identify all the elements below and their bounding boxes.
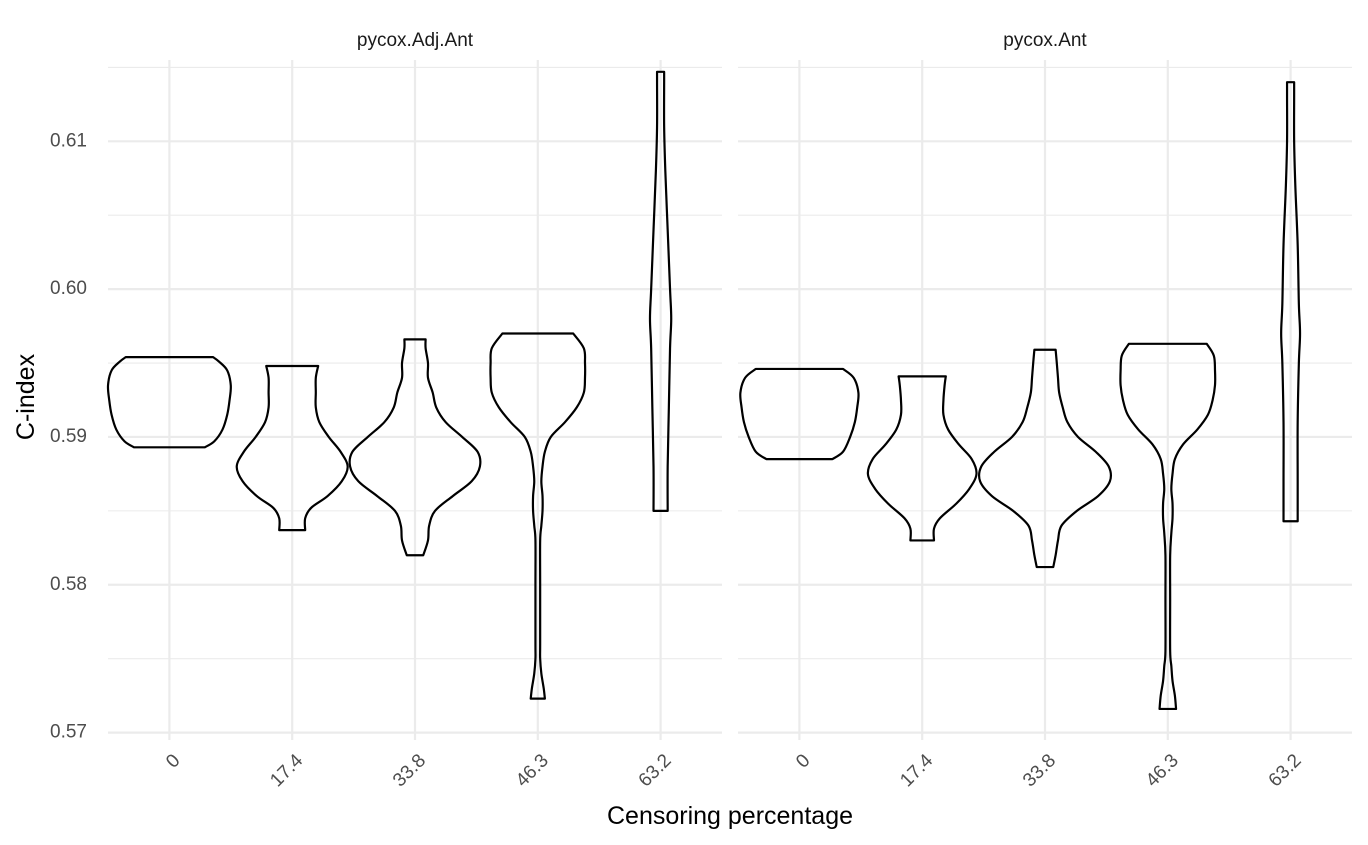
x-tick-label: 17.4 (896, 750, 937, 791)
x-tick-label: 0 (162, 750, 184, 772)
axis-labels: pycox.Adj.Ant 0 17.4 33.8 46.3 63.2 pycox.Ant 0… (50, 30, 1306, 791)
panel-title: pycox.Ant (1003, 30, 1087, 51)
y-tick-label: 0.60 (50, 278, 87, 299)
x-tick-label: 46.3 (1142, 750, 1183, 791)
y-tick-label: 0.61 (50, 130, 87, 151)
violin-17-4 (866, 375, 978, 542)
y-axis-title: C-index (12, 353, 40, 440)
y-tick-label: 0.58 (50, 574, 87, 595)
violin-17-4 (235, 364, 349, 532)
y-tick-label: 0.57 (50, 722, 87, 743)
y-tick-label: 0.59 (50, 426, 87, 447)
violin-46-3 (1119, 342, 1217, 711)
x-tick-label: 0 (792, 750, 814, 772)
violin-33-8 (348, 338, 482, 557)
violin-0 (739, 367, 860, 461)
x-tick-label: 63.2 (1265, 750, 1306, 791)
x-tick-label: 46.3 (512, 750, 553, 791)
x-tick-label: 33.8 (1019, 750, 1060, 791)
violin-0 (106, 356, 232, 449)
x-tick-label: 17.4 (266, 750, 307, 791)
violin-46-3 (489, 332, 587, 700)
x-axis-title: Censoring percentage (607, 802, 853, 830)
x-tick-label: 33.8 (389, 750, 430, 791)
violin-63-2 (1280, 81, 1302, 523)
panel-title: pycox.Adj.Ant (357, 30, 474, 51)
violin-63-2 (648, 70, 673, 512)
x-tick-label: 63.2 (635, 750, 676, 791)
violin-marks (106, 70, 1302, 711)
violin-33-8 (977, 348, 1113, 569)
grid-lines (108, 60, 1352, 740)
